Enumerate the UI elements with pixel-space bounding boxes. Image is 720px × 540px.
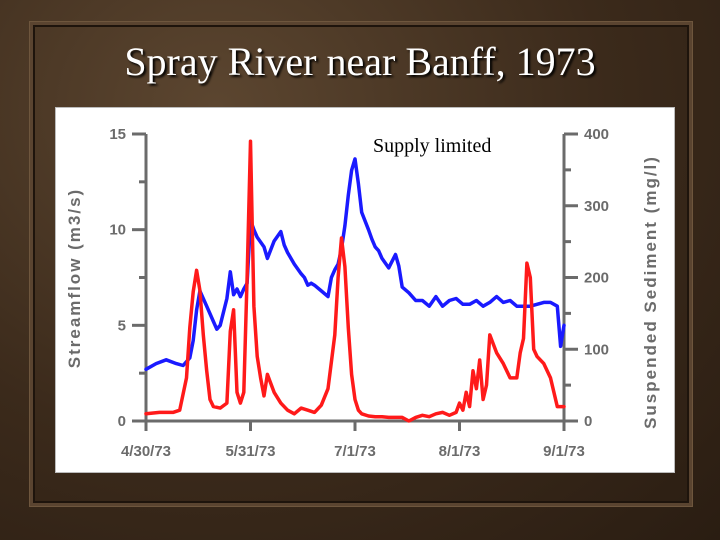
slide-title: Spray River near Banff, 1973	[124, 39, 596, 84]
sediment-series-line	[144, 139, 566, 423]
y-right-tick-label: 200	[584, 270, 609, 287]
y-right-tick-label: 0	[584, 413, 592, 430]
y-right-tick-label: 100	[584, 341, 609, 358]
x-tick-label: 4/30/73	[121, 443, 171, 460]
chart-svg: Supply limited Streamflow (m3/s) Suspend…	[65, 126, 660, 460]
chart-labels: Supply limited Streamflow (m3/s) Suspend…	[65, 126, 660, 460]
streamflow-series-line	[144, 157, 566, 372]
x-tick-label: 8/1/73	[439, 443, 481, 460]
y-left-tick-label: 0	[118, 413, 126, 430]
y-left-tick-label: 15	[109, 126, 126, 143]
x-tick-label: 9/1/73	[543, 443, 585, 460]
chart-panel: Supply limited Streamflow (m3/s) Suspend…	[55, 107, 675, 473]
x-tick-label: 5/31/73	[225, 443, 275, 460]
y-right-tick-label: 300	[584, 198, 609, 215]
chart-annotation: Supply limited	[373, 135, 491, 157]
chart-series	[144, 139, 566, 423]
y-axis-right-title: Suspended Sediment (mg/l)	[641, 155, 660, 429]
y-left-tick-label: 5	[118, 317, 126, 334]
y-left-tick-label: 10	[109, 222, 126, 239]
y-right-tick-label: 400	[584, 126, 609, 143]
chart-axes	[132, 132, 578, 431]
y-axis-left-title: Streamflow (m3/s)	[65, 188, 84, 368]
x-tick-label: 7/1/73	[334, 443, 376, 460]
slide-frame	[30, 22, 692, 506]
